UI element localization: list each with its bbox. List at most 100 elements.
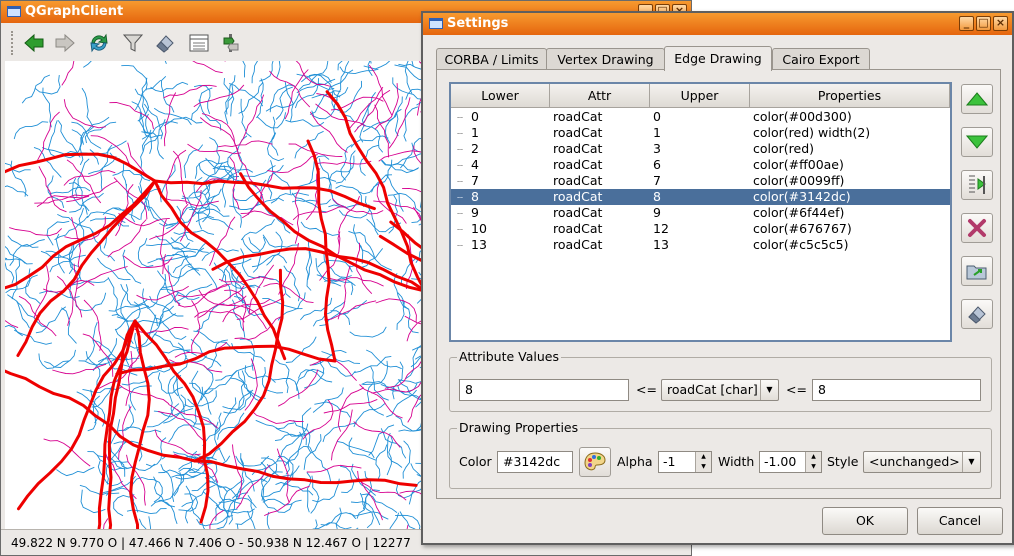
table-row-selected[interactable]: ┄ 8 roadCat 8 color(#3142dc): [451, 189, 950, 205]
road-line: [123, 331, 158, 349]
road-line: [159, 26, 167, 64]
settings-title-bar[interactable]: Settings _ □ ×: [423, 13, 1012, 35]
table-list-icon[interactable]: [187, 31, 211, 55]
road-line: [323, 253, 352, 278]
road-line: [373, 200, 422, 221]
road-line: [150, 81, 189, 93]
road-line: [366, 382, 384, 416]
table-row[interactable]: ┄ 2 roadCat 3 color(red): [451, 141, 950, 157]
refresh-icon[interactable]: [87, 31, 111, 55]
road-line: [109, 102, 154, 130]
road-line: [168, 424, 201, 443]
settings-close-button[interactable]: ×: [993, 16, 1008, 31]
road-line: [191, 87, 213, 120]
column-header-lower[interactable]: Lower: [451, 84, 550, 108]
road-line: [194, 159, 224, 179]
road-line: [355, 242, 373, 295]
forward-arrow-icon[interactable]: [53, 31, 77, 55]
import-button[interactable]: [961, 256, 993, 286]
road-line: [142, 477, 163, 503]
eraser-icon[interactable]: [153, 31, 177, 55]
highway-line: [16, 179, 157, 357]
lower-value-input[interactable]: 8: [459, 379, 629, 401]
road-line: [139, 171, 150, 212]
road-line: [314, 401, 351, 418]
road-line: [191, 208, 230, 218]
road-line: [297, 369, 333, 383]
highway-line: [193, 268, 285, 463]
upper-value-input[interactable]: 8: [812, 379, 981, 401]
move-up-button[interactable]: [961, 84, 993, 114]
road-line: [241, 172, 274, 219]
tab-edge-drawing[interactable]: Edge Drawing: [664, 46, 772, 71]
style-combo[interactable]: <unchanged> ▼: [863, 451, 981, 473]
road-line: [83, 46, 117, 68]
cancel-button[interactable]: Cancel: [917, 507, 1003, 535]
move-down-button[interactable]: [961, 127, 993, 157]
settings-minimize-button[interactable]: _: [959, 16, 974, 31]
road-line: [319, 312, 351, 327]
road-line: [172, 247, 201, 276]
road-line: [196, 514, 233, 527]
spin-up-icon[interactable]: ▲: [811, 453, 816, 460]
clear-button[interactable]: [961, 299, 993, 329]
road-line: [34, 75, 61, 95]
tab-cairo-export[interactable]: Cairo Export: [772, 48, 870, 70]
table-row[interactable]: ┄ 7 roadCat 7 color(#0099ff): [451, 173, 950, 189]
tab-vertex-drawing[interactable]: Vertex Drawing: [546, 48, 665, 70]
road-line: [267, 164, 284, 200]
road-line: [364, 196, 379, 236]
back-arrow-icon[interactable]: [22, 31, 46, 55]
road-line: [331, 91, 355, 122]
table-row[interactable]: ┄ 1 roadCat 1 color(red) width(2): [451, 125, 950, 141]
table-row[interactable]: ┄ 13 roadCat 13 color(#c5c5c5): [451, 237, 950, 253]
cell-attr: roadCat: [553, 157, 603, 172]
edge-rule-table[interactable]: Lower Attr Upper Properties ┄ 0 roadCat 0 co…: [449, 82, 952, 342]
table-row[interactable]: ┄ 9 roadCat 9 color(#6f44ef): [451, 205, 950, 221]
spin-down-icon[interactable]: ▼: [701, 463, 706, 470]
road-line: [309, 111, 348, 153]
road-line: [176, 409, 214, 425]
color-label: Color: [459, 454, 492, 469]
cell-lower: 1: [471, 125, 479, 140]
delete-x-icon: [968, 219, 986, 237]
road-line: [214, 421, 226, 461]
settings-window-icon: [429, 18, 443, 29]
color-input[interactable]: #3142dc: [497, 451, 573, 473]
delete-rule-button[interactable]: [961, 213, 993, 243]
road-line: [185, 485, 194, 524]
route-tool-icon[interactable]: [219, 31, 243, 55]
color-picker-button[interactable]: [579, 447, 611, 477]
road-line: [123, 255, 173, 269]
settings-maximize-button[interactable]: □: [976, 16, 991, 31]
road-line: [217, 140, 273, 148]
width-spinbox[interactable]: -1.00 ▲ ▼: [759, 451, 822, 473]
road-line: [385, 174, 404, 212]
road-line: [218, 497, 257, 509]
tab-corba-limits[interactable]: CORBA / Limits: [436, 48, 547, 70]
column-header-properties[interactable]: Properties: [750, 84, 950, 108]
road-line: [359, 384, 403, 419]
cell-attr: roadCat: [553, 189, 603, 204]
insert-rule-button[interactable]: [961, 170, 993, 200]
filter-funnel-icon[interactable]: [121, 31, 145, 55]
table-row[interactable]: ┄ 10 roadCat 12 color(#676767): [451, 221, 950, 237]
column-header-upper[interactable]: Upper: [650, 84, 750, 108]
spin-up-icon[interactable]: ▲: [701, 453, 706, 460]
cell-properties: color(#676767): [753, 221, 852, 236]
ok-button[interactable]: OK: [822, 507, 908, 535]
road-line: [209, 216, 236, 266]
road-line: [265, 93, 300, 112]
highway-line: [129, 319, 151, 542]
road-line: [49, 254, 86, 273]
table-row[interactable]: ┄ 0 roadCat 0 color(#00d300): [451, 109, 950, 125]
highway-line: [107, 319, 137, 543]
table-row[interactable]: ┄ 4 roadCat 6 color(#ff00ae): [451, 157, 950, 173]
attribute-combo[interactable]: roadCat [char] ▼: [661, 379, 779, 401]
road-line: [262, 234, 299, 248]
spin-down-icon[interactable]: ▼: [811, 463, 816, 470]
road-line: [231, 478, 268, 499]
alpha-spinbox[interactable]: -1 ▲ ▼: [658, 451, 712, 473]
column-header-attr[interactable]: Attr: [550, 84, 650, 108]
chevron-down-icon: ▼: [760, 380, 778, 400]
